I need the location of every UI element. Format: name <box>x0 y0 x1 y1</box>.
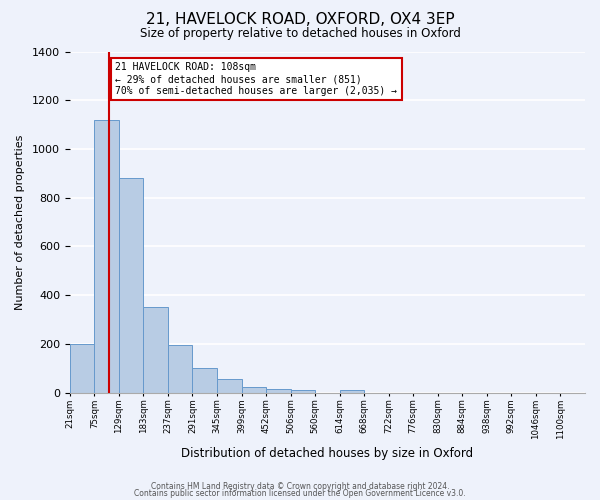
Text: Contains public sector information licensed under the Open Government Licence v3: Contains public sector information licen… <box>134 489 466 498</box>
Bar <box>193 368 217 392</box>
Bar <box>266 389 290 392</box>
Text: Size of property relative to detached houses in Oxford: Size of property relative to detached ho… <box>140 28 460 40</box>
Text: Contains HM Land Registry data © Crown copyright and database right 2024.: Contains HM Land Registry data © Crown c… <box>151 482 449 491</box>
Bar <box>217 380 242 392</box>
Bar <box>242 386 266 392</box>
Bar <box>94 120 119 392</box>
Y-axis label: Number of detached properties: Number of detached properties <box>15 134 25 310</box>
X-axis label: Distribution of detached houses by size in Oxford: Distribution of detached houses by size … <box>181 447 473 460</box>
Bar <box>168 345 193 393</box>
Bar <box>290 390 315 392</box>
Bar <box>119 178 143 392</box>
Text: 21, HAVELOCK ROAD, OXFORD, OX4 3EP: 21, HAVELOCK ROAD, OXFORD, OX4 3EP <box>146 12 454 28</box>
Bar <box>143 308 168 392</box>
Text: 21 HAVELOCK ROAD: 108sqm
← 29% of detached houses are smaller (851)
70% of semi-: 21 HAVELOCK ROAD: 108sqm ← 29% of detach… <box>115 62 397 96</box>
Bar <box>70 344 94 393</box>
Bar <box>340 390 364 392</box>
